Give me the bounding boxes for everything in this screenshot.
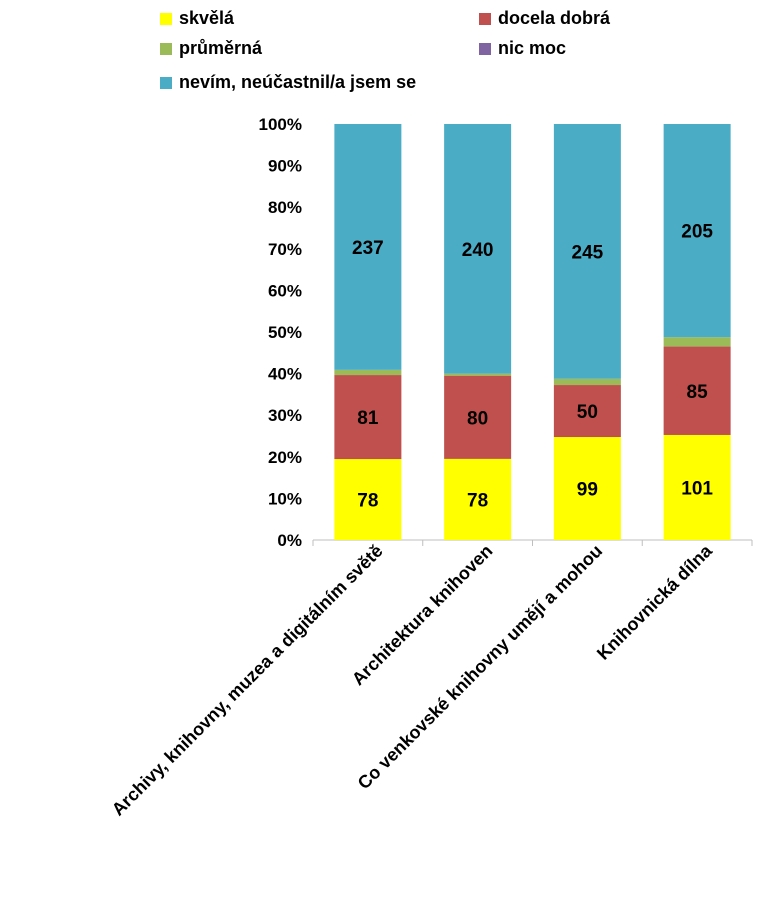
legend-label-nic-moc: nic moc bbox=[498, 38, 567, 58]
legend-swatch-docela-dobra bbox=[479, 12, 491, 25]
legend-item-nic-moc: nic moc bbox=[479, 38, 566, 59]
bar-segment bbox=[553, 378, 621, 386]
bar-segment bbox=[444, 124, 512, 374]
bar-segment bbox=[444, 375, 512, 459]
bar-segment bbox=[334, 459, 402, 540]
bar-segment bbox=[334, 369, 402, 376]
data-label: 81 bbox=[357, 408, 379, 429]
bar-segment bbox=[663, 337, 731, 347]
legend-swatch-nic-moc bbox=[479, 42, 491, 55]
y-tick-label: 20% bbox=[268, 448, 302, 467]
bar-segment bbox=[663, 124, 731, 338]
data-label: 205 bbox=[681, 222, 713, 243]
data-label: 78 bbox=[467, 490, 488, 511]
data-label: 101 bbox=[681, 478, 713, 499]
legend-item-nevim: nevím, neúčastnil/a jsem se bbox=[160, 72, 416, 93]
y-tick-label: 30% bbox=[268, 406, 302, 425]
y-tick-label: 50% bbox=[268, 323, 302, 342]
x-category-label: Co venkovské knihovny umějí a mohou bbox=[354, 541, 607, 794]
legend-item-prumerna: průměrná bbox=[160, 38, 262, 59]
y-tick-label: 100% bbox=[259, 115, 302, 134]
bar-segment bbox=[334, 124, 402, 370]
y-tick-label: 70% bbox=[268, 240, 302, 259]
data-label: 240 bbox=[462, 240, 494, 261]
data-label: 245 bbox=[572, 242, 604, 263]
legend-swatch-prumerna bbox=[160, 42, 172, 55]
bar-segment bbox=[553, 124, 621, 379]
data-label: 237 bbox=[352, 238, 384, 259]
data-label: 85 bbox=[687, 382, 709, 403]
legend-item-skvela: skvělá bbox=[160, 8, 234, 29]
legend: skvělá docela dobrá průměrná nic moc nev… bbox=[0, 0, 757, 110]
data-label: 99 bbox=[577, 480, 598, 501]
bar-segment bbox=[444, 373, 512, 376]
bar-segment bbox=[663, 434, 731, 540]
data-label: 50 bbox=[577, 402, 598, 423]
y-tick-label: 10% bbox=[268, 489, 302, 508]
y-tick-label: 40% bbox=[268, 365, 302, 384]
legend-label-nevim: nevím, neúčastnil/a jsem se bbox=[179, 72, 417, 92]
legend-swatch-nevim bbox=[160, 76, 172, 89]
bar-segment bbox=[553, 437, 621, 540]
data-label: 78 bbox=[357, 491, 378, 512]
bar-segment bbox=[444, 458, 512, 540]
legend-swatch-skvela bbox=[160, 12, 172, 25]
x-category-label: Archivy, knihovny, muzea a digitálním sv… bbox=[108, 541, 387, 820]
bar-segment bbox=[334, 375, 402, 460]
y-tick-label: 90% bbox=[268, 157, 302, 176]
x-category-label: Knihovnická dílna bbox=[593, 540, 717, 664]
y-tick-label: 60% bbox=[268, 281, 302, 300]
legend-label-prumerna: průměrná bbox=[179, 38, 263, 58]
y-tick-label: 80% bbox=[268, 198, 302, 217]
y-tick-label: 0% bbox=[277, 531, 302, 550]
bar-segment bbox=[553, 385, 621, 438]
legend-label-docela-dobra: docela dobrá bbox=[498, 8, 611, 28]
bar-segment bbox=[663, 346, 731, 435]
legend-label-skvela: skvělá bbox=[179, 8, 235, 28]
data-label: 80 bbox=[467, 408, 488, 429]
legend-item-docela-dobra: docela dobrá bbox=[479, 8, 610, 29]
